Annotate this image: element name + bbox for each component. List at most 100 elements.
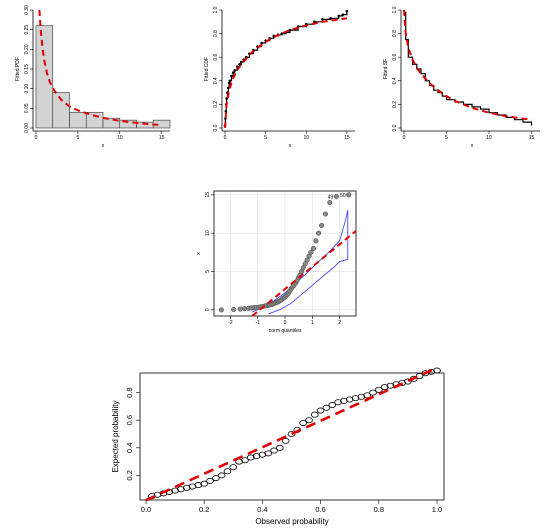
pp-point: [270, 447, 278, 454]
pp-point: [241, 457, 249, 464]
pp-point: [322, 404, 331, 411]
pp-point: [299, 419, 307, 426]
pp-point: [421, 370, 430, 377]
pp-point: [369, 389, 377, 396]
y-tick-label: 0.15: [24, 64, 30, 74]
x-tick-label: -1: [255, 320, 260, 326]
pp-point: [246, 454, 255, 461]
panel-fitted-sf: 0 5 10 15 0.0 0.2 0.4 0.6 0.8 1.0 x Fitted SF: [383, 6, 540, 149]
empirical-cdf-point: [337, 14, 341, 18]
y-tick-label: 0.2: [213, 101, 219, 108]
empirical-cdf-point: [227, 81, 231, 85]
y-tick-label: 0.6: [392, 54, 398, 61]
y-tick-label: 0.6: [125, 415, 134, 425]
empirical-cdf-point: [230, 74, 233, 78]
panel-fitted-pdf: 0 5 10 15 0.00 0.05 0.10 0.15 0.20 0.25 0.30 x Fitte…: [15, 5, 171, 149]
pp-point: [258, 451, 267, 458]
empirical-cdf-point: [260, 41, 263, 45]
pp-point: [316, 407, 325, 414]
y-tick-label: 0.4: [213, 77, 219, 84]
y-tick-label: 0.2: [125, 470, 134, 480]
x-tick-label: 1.0: [432, 505, 442, 514]
y-tick-label: 5: [205, 270, 211, 273]
x-tick-label: 5: [76, 135, 79, 141]
confidence-band-lower: [268, 210, 349, 315]
empirical-cdf-point: [235, 65, 239, 68]
point-annotation: 50: [340, 193, 346, 199]
y-tick-label: 0.25: [24, 25, 30, 35]
pp-point: [223, 468, 232, 475]
y-tick-label: 0.8: [213, 30, 219, 37]
empirical-sf-step: [404, 11, 533, 126]
y-axis-label: Fitted SF: [383, 59, 389, 79]
y-axis-label: Fitted CDF: [204, 57, 210, 81]
qq-point: [231, 306, 237, 313]
pp-point: [171, 487, 179, 494]
qq-point: [308, 249, 314, 255]
empirical-cdf-point: [233, 68, 237, 72]
histogram-bar: [69, 111, 87, 129]
pp-point: [340, 397, 348, 404]
pp-point: [357, 393, 366, 400]
y-tick-label: 10: [205, 230, 211, 236]
pp-point: [182, 484, 191, 491]
fitted-cdf-curve: [224, 17, 348, 129]
empirical-cdf-point: [231, 71, 235, 74]
pp-point: [252, 453, 261, 460]
x-tick-label: 1: [311, 320, 314, 326]
pp-point: [351, 395, 360, 402]
pp-point: [310, 411, 319, 418]
pp-point: [328, 402, 337, 409]
x-tick-label: 2: [338, 320, 341, 326]
x-axis-label: x: [289, 143, 292, 149]
x-tick-label: -2: [228, 320, 233, 326]
histogram-bar: [52, 92, 70, 129]
empirical-cdf-point: [226, 86, 230, 90]
y-tick-label: 0.0: [392, 124, 398, 131]
y-tick-label: 0.10: [24, 84, 30, 94]
qq-point: [316, 230, 322, 236]
y-tick-label: 0.20: [24, 44, 30, 54]
x-tick-label: 0.4: [257, 505, 267, 514]
y-axis-label: Expected probability: [111, 400, 120, 472]
y-axis-label: x: [196, 252, 202, 255]
y-tick-label: 0.6: [213, 54, 219, 61]
pp-point: [404, 378, 412, 385]
qq-point: [327, 199, 333, 206]
pp-point: [200, 480, 209, 487]
x-axis-label: x: [102, 143, 105, 149]
empirical-cdf-step: [224, 11, 348, 127]
y-tick-label: 15: [205, 192, 211, 198]
x-axis-label: x: [471, 143, 474, 149]
qq-point: [218, 307, 224, 313]
pp-point: [386, 382, 395, 389]
point-annotation: 49: [328, 194, 334, 200]
pp-point: [380, 384, 389, 391]
pp-point: [188, 483, 197, 490]
x-tick-label: 0.6: [315, 505, 325, 514]
pp-point: [374, 386, 383, 393]
pp-reference-line: [145, 366, 438, 502]
pp-point: [194, 482, 203, 489]
pp-point: [334, 399, 342, 406]
qq-point: [313, 238, 319, 244]
panel-qq-plot: -2 -1 0 1 2 0 5 10 15 norm quantiles x 49 50: [196, 190, 357, 334]
y-tick-label: 0.00: [24, 123, 30, 133]
x-axis-label: Observed probability: [255, 517, 328, 526]
pp-point: [281, 437, 290, 444]
empirical-cdf-point: [341, 13, 345, 17]
y-tick-label: 0.4: [392, 77, 398, 84]
x-tick-label: 0.8: [374, 505, 384, 514]
empirical-cdf-point: [228, 79, 232, 83]
x-tick-label: 5: [264, 135, 267, 141]
x-tick-label: 10: [303, 135, 309, 141]
pp-point: [177, 486, 185, 493]
confidence-band-upper: [252, 210, 349, 313]
x-tick-label: 0.0: [141, 505, 151, 514]
y-tick-label: 0.2: [392, 101, 398, 108]
y-tick-label: 0: [205, 308, 211, 311]
x-tick-label: 0: [284, 320, 287, 326]
fitted-sf-curve: [403, 9, 532, 121]
y-tick-label: 0.8: [125, 387, 134, 397]
